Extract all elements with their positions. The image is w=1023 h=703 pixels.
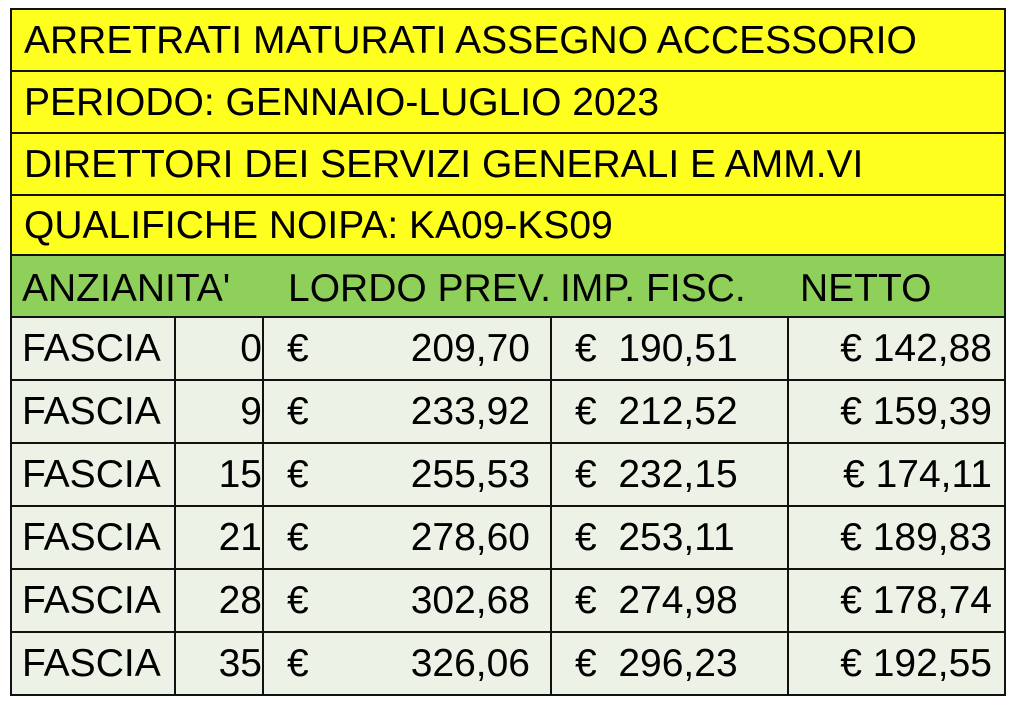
header-lordo: LORDO PREV. xyxy=(288,267,551,310)
header-anzianita: ANZIANITA' xyxy=(22,267,231,310)
netto-value: € 178,74 xyxy=(840,578,992,622)
title-line-3: DIRETTORI DEI SERVIZI GENERALI E AMM.VI xyxy=(10,132,1006,194)
title-line-1: ARRETRATI MATURATI ASSEGNO ACCESSORIO xyxy=(10,8,1006,70)
imp-value: € 274,98 xyxy=(575,578,738,622)
anzianita-value: 15 xyxy=(218,452,262,496)
lordo-value: 255,53 xyxy=(410,452,530,496)
imp-value: € 212,52 xyxy=(575,389,738,433)
lordo-value: 326,06 xyxy=(410,641,530,685)
title-line-4: QUALIFICHE NOIPA: KA09-KS09 xyxy=(10,194,1006,256)
euro-symbol: € xyxy=(287,389,309,433)
euro-symbol: € xyxy=(287,452,309,496)
header-imp: IMP. FISC. xyxy=(560,267,746,310)
lordo-value: 233,92 xyxy=(410,389,530,433)
imp-value: € 232,15 xyxy=(575,452,738,496)
anzianita-value: 9 xyxy=(240,389,262,433)
imp-value: € 296,23 xyxy=(575,641,738,685)
lordo-value: 278,60 xyxy=(410,515,530,559)
title-line-2: PERIODO: GENNAIO-LUGLIO 2023 xyxy=(10,70,1006,132)
table-row: FASCIA 21 € 278,60 € 253,11 € 189,83 xyxy=(10,507,1006,570)
netto-value: € 142,88 xyxy=(840,326,992,370)
euro-symbol: € xyxy=(287,578,309,622)
fascia-label: FASCIA xyxy=(22,578,161,622)
fascia-label: FASCIA xyxy=(22,515,161,559)
table-row: FASCIA 15 € 255,53 € 232,15 € 174,11 xyxy=(10,444,1006,507)
header-netto: NETTO xyxy=(800,267,932,310)
netto-value: € 192,55 xyxy=(840,641,992,685)
netto-value: € 159,39 xyxy=(840,389,992,433)
fascia-label: FASCIA xyxy=(22,452,161,496)
imp-value: € 253,11 xyxy=(575,515,735,559)
fascia-label: FASCIA xyxy=(22,389,161,433)
table-row: FASCIA 35 € 326,06 € 296,23 € 192,55 xyxy=(10,633,1006,696)
anzianita-value: 35 xyxy=(218,641,262,685)
netto-value: € 189,83 xyxy=(840,515,992,559)
anzianita-value: 21 xyxy=(218,515,262,559)
table-row: FASCIA 9 € 233,92 € 212,52 € 159,39 xyxy=(10,381,1006,444)
anzianita-value: 28 xyxy=(218,578,262,622)
euro-symbol: € xyxy=(287,641,309,685)
lordo-value: 209,70 xyxy=(410,326,530,370)
netto-value: € 174,11 xyxy=(843,452,992,496)
lordo-value: 302,68 xyxy=(410,578,530,622)
fascia-label: FASCIA xyxy=(22,326,161,370)
table-row: FASCIA 28 € 302,68 € 274,98 € 178,74 xyxy=(10,570,1006,633)
anzianita-value: 0 xyxy=(240,326,262,370)
fascia-label: FASCIA xyxy=(22,641,161,685)
table-row: FASCIA 0 € 209,70 € 190,51 € 142,88 xyxy=(10,318,1006,381)
column-header-row: ANZIANITA' LORDO PREV. IMP. FISC. NETTO xyxy=(10,256,1006,318)
imp-value: € 190,51 xyxy=(575,326,738,370)
euro-symbol: € xyxy=(287,515,309,559)
euro-symbol: € xyxy=(287,326,309,370)
